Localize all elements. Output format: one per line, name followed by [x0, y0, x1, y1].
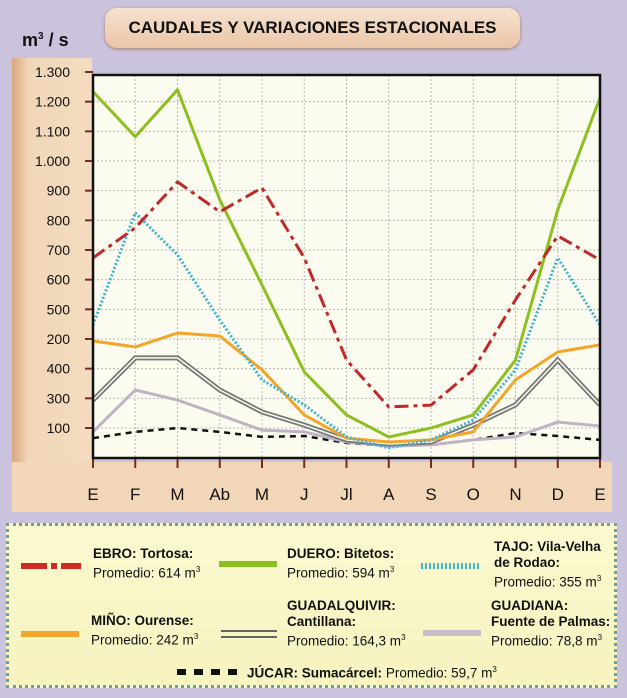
legend-guadalquivir-avg: Promedio: 164,3 m [287, 633, 402, 649]
x-tick-label: Jl [340, 485, 352, 504]
y-tick-label: 1.200 [35, 94, 70, 110]
legend-guadalquivir-name1: GUADALQUIVIR: [287, 598, 396, 613]
exp: 3 [597, 633, 603, 642]
y-tick-label: 300 [47, 390, 71, 406]
legend-guadiana: GUADIANA: Fuente de Palmas: Promedio: 78,8… [491, 598, 610, 650]
y-tick-label: 700 [47, 242, 71, 258]
plot-area [93, 75, 600, 458]
x-tick-label: A [383, 485, 395, 504]
line-chart: 1.300 1.200 1.100 1.000 900 800 700 600 500 200 40… [35, 64, 606, 504]
exp: 3 [193, 632, 199, 641]
legend-guadalquivir-name2: Cantillana: [287, 614, 357, 629]
legend-mino-name: MIÑO: Ourense: [91, 613, 194, 628]
y-axis-unit: m3 / s [22, 30, 69, 51]
legend-mino-avg: Promedio: 242 m [91, 632, 194, 648]
legend-guadalquivir: GUADALQUIVIR: Cantillana: Promedio: 164,3 … [287, 598, 406, 650]
unit-base: m [22, 30, 39, 50]
y-tick-label: 1.100 [35, 123, 70, 139]
x-tick-label: E [87, 485, 98, 504]
legend-duero-avg: Promedio: 594 m [287, 565, 390, 581]
legend-swatch-duero [219, 561, 277, 567]
legend-guadiana-name1: GUADIANA: [491, 598, 569, 613]
x-tick-label: M [170, 485, 184, 504]
legend-guadiana-avg: Promedio: 78,8 m [491, 633, 598, 649]
legend-tajo-name1: TAJO: Vila-Velha [494, 539, 601, 554]
legend-guadiana-name2: Fuente de Palmas: [491, 614, 611, 629]
unit-exp: 3 [38, 31, 44, 42]
y-tick-label: 500 [47, 301, 71, 317]
legend-swatch-guadalquivir [221, 630, 277, 638]
y-tick-label: 900 [47, 183, 71, 199]
exp: 3 [596, 574, 602, 583]
legend: EBRO: Tortosa: Promedio: 614 m3 DUERO: Bi… [6, 523, 617, 688]
plot-border [91, 73, 602, 460]
legend-swatch-tajo [421, 563, 481, 569]
legend-jucar-name: JÚCAR: Sumacárcel: [247, 665, 383, 681]
x-tick-label: M [255, 485, 269, 504]
x-tick-label: D [552, 485, 564, 504]
legend-duero: DUERO: Bitetos: Promedio: 594 m3 [287, 546, 394, 582]
y-axis-band [12, 58, 92, 503]
unit-rest: / s [43, 30, 69, 50]
legend-swatch-ebro [21, 563, 81, 569]
x-tick-label: N [509, 485, 521, 504]
legend-tajo: TAJO: Vila-Velha de Rodao: Promedio: 355 m… [494, 539, 601, 591]
legend-ebro: EBRO: Tortosa: Promedio: 614 m3 [93, 546, 200, 582]
exp: 3 [389, 565, 395, 574]
legend-ebro-avg: Promedio: 614 m [93, 565, 196, 581]
exp: 3 [401, 633, 406, 642]
y-tick-label: 1.300 [35, 64, 70, 80]
legend-tajo-name2: de Rodao: [494, 555, 560, 570]
x-tick-label: E [594, 485, 605, 504]
x-tick-label: O [467, 485, 480, 504]
x-tick-label: J [300, 485, 309, 504]
legend-jucar-avg: Promedio: 59,7 m [385, 665, 493, 681]
legend-swatch-jucar [177, 669, 239, 675]
exp: 3 [195, 565, 201, 574]
y-tick-label: 1.000 [35, 153, 70, 169]
chart-title: CAUDALES Y VARIACIONES ESTACIONALES [105, 8, 520, 48]
legend-duero-name: DUERO: Bitetos: [287, 546, 395, 561]
x-tick-label: F [130, 485, 140, 504]
y-tick-label: 100 [47, 420, 71, 436]
x-tick-label: S [425, 485, 436, 504]
legend-swatch-mino [21, 631, 79, 637]
legend-ebro-name: EBRO: Tortosa: [93, 546, 194, 561]
legend-tajo-avg: Promedio: 355 m [494, 574, 597, 590]
legend-swatch-guadiana [423, 630, 481, 636]
y-tick-label: 800 [47, 212, 71, 228]
y-tick-label: 400 [47, 361, 71, 377]
x-tick-label: Ab [209, 485, 230, 504]
y-tick-label: 200 [47, 331, 71, 347]
legend-mino: MIÑO: Ourense: Promedio: 242 m3 [91, 613, 198, 649]
legend-jucar: JÚCAR: Sumacárcel: Promedio: 59,7 m3 [247, 662, 497, 682]
y-tick-label: 600 [47, 272, 71, 288]
exp: 3 [492, 665, 497, 674]
x-axis-band [12, 462, 612, 512]
